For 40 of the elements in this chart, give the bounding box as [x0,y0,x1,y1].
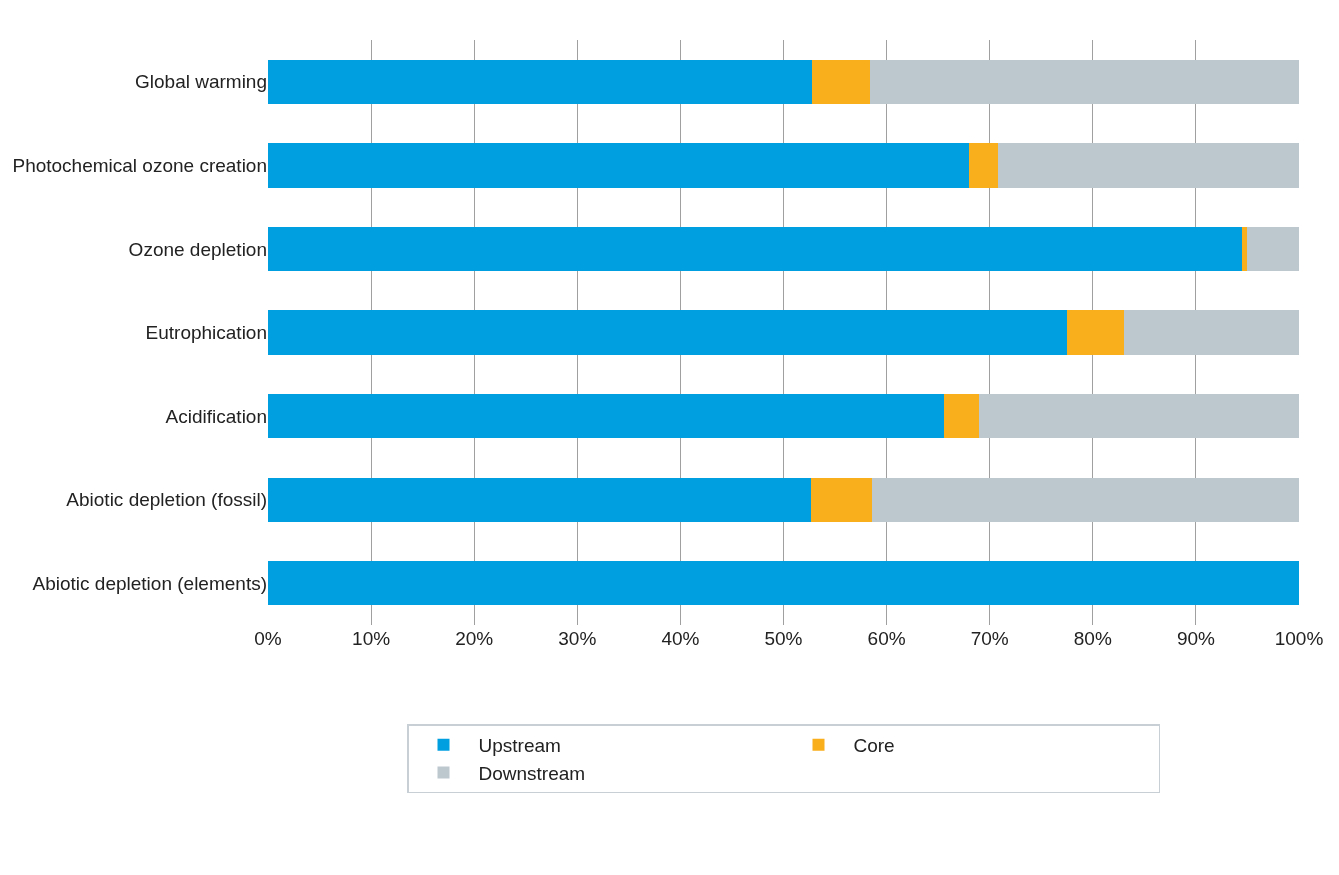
y-tick-label: Ozone depletion [128,238,267,260]
x-tick-label: 10% [352,628,391,649]
y-tick-label: Abiotic depletion (fossil) [66,489,267,511]
bar [268,143,970,188]
bar [812,59,871,104]
y-tick-label: Eutrophication [145,322,267,344]
legend-label: Core [853,735,895,757]
bar [979,393,1299,439]
x-tick-label: 90% [1176,628,1216,649]
bar [811,477,873,522]
x-tick-label: 30% [558,628,597,649]
x-tick-label: 40% [661,628,700,649]
x-tick-label: 100% [1274,628,1324,649]
bar [969,143,998,188]
x-tick-label: 70% [970,628,1009,649]
bar [268,59,813,104]
bar [1067,310,1124,355]
x-tick-label: 80% [1073,628,1112,649]
bar [268,310,1068,355]
y-tick-label: Global warming [135,71,267,93]
x-tick-label: 60% [867,628,906,649]
legend-label: Upstream [478,735,561,757]
bar [268,393,945,439]
bar [268,561,1299,606]
y-tick-label: Acidification [165,405,267,427]
bar [1247,226,1299,272]
x-tick-label: 20% [455,628,494,649]
y-tick-label: Abiotic depletion (elements) [32,572,267,594]
x-tick-label: 0% [254,628,282,649]
bar [268,226,1243,272]
legend-label: Downstream [478,762,586,784]
bar [1242,226,1248,272]
bar [870,59,1299,104]
bar [872,477,1299,522]
bar [1123,310,1299,355]
x-tick-label: 50% [764,628,803,649]
bar [997,143,1299,188]
y-tick-label: Photochemical ozone creation [12,155,267,177]
bar [944,393,980,439]
bar [268,477,812,522]
